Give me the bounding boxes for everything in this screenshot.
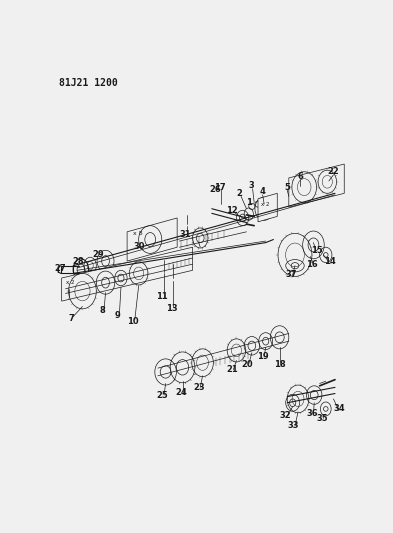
Text: 30: 30 xyxy=(134,242,145,251)
Text: 26: 26 xyxy=(210,185,222,194)
Text: 37: 37 xyxy=(285,270,297,279)
Text: 18: 18 xyxy=(274,360,285,369)
Text: 36: 36 xyxy=(306,409,318,418)
Text: 31: 31 xyxy=(180,230,191,239)
Text: 35: 35 xyxy=(317,414,329,423)
Polygon shape xyxy=(289,164,344,207)
Polygon shape xyxy=(127,218,177,261)
Text: 15: 15 xyxy=(310,246,322,255)
Text: 20: 20 xyxy=(241,360,253,369)
Text: 8: 8 xyxy=(99,306,105,315)
Text: 5: 5 xyxy=(284,183,290,192)
Text: 12: 12 xyxy=(226,206,238,215)
Text: 32: 32 xyxy=(280,411,292,421)
Polygon shape xyxy=(258,193,277,222)
Text: 23: 23 xyxy=(193,383,204,392)
Text: 34: 34 xyxy=(334,405,345,414)
Text: 11: 11 xyxy=(156,292,168,301)
Text: 1: 1 xyxy=(246,198,252,207)
Text: 14: 14 xyxy=(324,257,336,266)
Text: 22: 22 xyxy=(328,167,339,176)
Text: 4: 4 xyxy=(260,187,266,196)
Text: 7: 7 xyxy=(69,313,75,322)
Text: 33: 33 xyxy=(288,422,299,430)
Text: 10: 10 xyxy=(127,317,139,326)
Text: 6: 6 xyxy=(298,172,303,181)
Text: 17: 17 xyxy=(214,183,225,192)
Text: 29: 29 xyxy=(93,249,105,259)
Text: 27: 27 xyxy=(54,263,66,272)
Text: 19: 19 xyxy=(257,352,268,361)
Text: 2: 2 xyxy=(237,189,242,198)
Text: x 2: x 2 xyxy=(66,280,74,285)
Text: 25: 25 xyxy=(157,391,169,400)
Text: 16: 16 xyxy=(306,260,318,269)
Text: 21: 21 xyxy=(226,365,238,374)
Polygon shape xyxy=(62,247,193,301)
Text: 28: 28 xyxy=(72,257,84,266)
Text: 9: 9 xyxy=(115,311,121,320)
Text: 3: 3 xyxy=(249,181,255,190)
Text: 24: 24 xyxy=(175,388,187,397)
Text: 13: 13 xyxy=(166,304,178,312)
Text: x 8: x 8 xyxy=(133,231,143,236)
Text: 81J21 1200: 81J21 1200 xyxy=(59,78,118,88)
Text: x 2: x 2 xyxy=(261,201,270,207)
